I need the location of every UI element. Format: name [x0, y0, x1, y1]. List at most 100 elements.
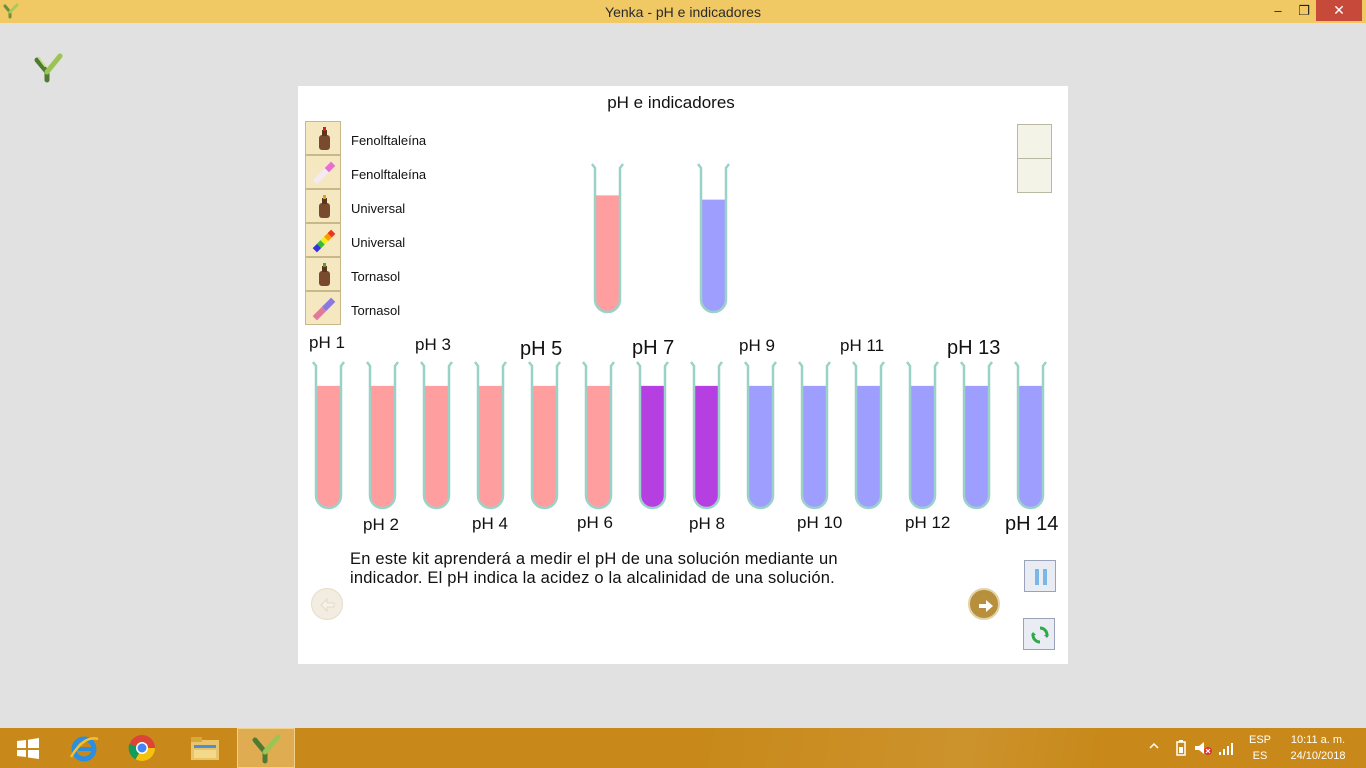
ph-tube-11[interactable] [852, 361, 885, 510]
test-strip-pink-icon [312, 161, 336, 185]
indicator-button-fenolftaleina-dropper[interactable] [305, 121, 341, 155]
ph-tube-6-glass [582, 361, 615, 510]
ph-tube-2[interactable] [366, 361, 399, 510]
ph-tube-7[interactable] [636, 361, 669, 510]
chevron-up-icon [1149, 742, 1159, 749]
ph-tube-1-liquid [316, 385, 341, 508]
ph-tube-5[interactable] [528, 361, 561, 510]
main-panel: pH e indicadores Fenolftaleína Fenolftal… [298, 86, 1068, 664]
ph-tube-5-glass [528, 361, 561, 510]
dropper-bottle-icon [319, 195, 330, 218]
indicator-button-universal-dropper[interactable] [305, 189, 341, 223]
ph-label-13: pH 13 [947, 337, 1001, 359]
refresh-icon [1031, 626, 1049, 644]
ph-label-2: pH 2 [363, 515, 399, 534]
taskbar-chrome[interactable] [114, 728, 172, 768]
ph-label-12: pH 12 [905, 513, 951, 532]
panel-title: pH e indicadores [607, 93, 735, 112]
ph-tube-2-liquid [370, 385, 395, 508]
ph-tube-9[interactable] [744, 361, 777, 510]
yenka-menu-icon[interactable] [33, 52, 63, 84]
ph-tube-14-glass [1014, 361, 1047, 510]
yenka-icon [252, 734, 281, 764]
indicator-button-universal-strip[interactable] [305, 223, 341, 257]
ph-tube-7-liquid [640, 385, 665, 508]
sample-tube-2-glass [697, 163, 730, 314]
ph-tube-12-liquid [910, 385, 935, 508]
indicator-label: Fenolftaleína [351, 167, 427, 182]
clock-time[interactable]: 10:11 a. m. [1290, 734, 1346, 746]
ph-tube-13[interactable] [960, 361, 993, 510]
battery-icon[interactable] [1176, 740, 1186, 768]
ph-label-3: pH 3 [415, 335, 451, 354]
dropper-bottle-icon [319, 127, 330, 150]
network-signal-icon[interactable] [1218, 740, 1236, 768]
test-strip-rainbow-icon [312, 229, 336, 253]
ph-label-4: pH 4 [472, 514, 508, 533]
ph-tube-11-liquid [856, 385, 881, 508]
ph-tube-10[interactable] [798, 361, 831, 510]
ph-label-1: pH 1 [309, 333, 345, 352]
ph-tube-3[interactable] [420, 361, 453, 510]
ph-tube-14-liquid [1018, 385, 1043, 508]
indicator-button-tornasol-strip[interactable] [305, 291, 341, 325]
indicator-button-fenolftaleina-strip[interactable] [305, 155, 341, 189]
next-button[interactable] [968, 588, 1000, 620]
ph-tube-2-glass [366, 361, 399, 510]
pause-button[interactable] [1024, 560, 1056, 592]
ph-tube-13-glass [960, 361, 993, 510]
minimize-button[interactable]: ‒ [1274, 3, 1282, 18]
ph-tube-1[interactable] [312, 361, 345, 510]
ph-label-9: pH 9 [739, 336, 775, 355]
reset-button[interactable] [1023, 618, 1055, 650]
ph-tube-8[interactable] [690, 361, 723, 510]
folder-icon [191, 737, 219, 760]
language-indicator[interactable]: ESP [1248, 734, 1271, 746]
ph-tube-4-liquid [478, 385, 503, 508]
ph-tube-12-glass [906, 361, 939, 510]
ph-tube-6-liquid [586, 385, 611, 508]
ph-tube-4[interactable] [474, 361, 507, 510]
sample-tube-1[interactable] [591, 163, 624, 314]
ph-tube-1-glass [312, 361, 345, 510]
ph-label-8: pH 8 [689, 514, 725, 533]
taskbar: ESP ES 10:11 a. m. 24/10/2018 [0, 728, 1366, 768]
chrome-icon [128, 735, 156, 762]
yenka-logo-icon [3, 3, 19, 19]
ph-label-5: pH 5 [520, 338, 563, 360]
start-button[interactable] [0, 728, 58, 768]
ph-tube-6[interactable] [582, 361, 615, 510]
ph-tube-12[interactable] [906, 361, 939, 510]
volume-muted-icon[interactable] [1194, 740, 1212, 768]
keyboard-layout-indicator[interactable]: ES [1252, 750, 1268, 762]
clock-date[interactable]: 24/10/2018 [1290, 750, 1346, 762]
taskbar-yenka[interactable] [237, 728, 295, 768]
taskbar-internet-explorer[interactable] [55, 728, 113, 768]
ph-tube-10-liquid [802, 385, 827, 508]
arrow-left-icon [320, 597, 335, 613]
pause-icon [1035, 569, 1047, 585]
previous-button[interactable] [311, 588, 343, 620]
internet-explorer-icon [69, 736, 99, 762]
ph-tube-13-liquid [964, 385, 989, 508]
indicator-label: Universal [351, 201, 406, 216]
show-hidden-icons-button[interactable] [1149, 741, 1159, 768]
ph-label-10: pH 10 [797, 513, 843, 532]
test-tubes-area [312, 163, 1047, 510]
ph-tube-10-glass [798, 361, 831, 510]
taskbar-file-explorer[interactable] [176, 728, 234, 768]
ph-tube-14[interactable] [1014, 361, 1047, 510]
ph-tube-9-glass [744, 361, 777, 510]
indicator-label: Fenolftaleína [351, 133, 427, 148]
ph-label-11: pH 11 [840, 336, 885, 355]
indicator-drop-slots[interactable] [1017, 124, 1052, 193]
sample-tube-1-glass [591, 163, 624, 314]
indicator-button-tornasol-dropper[interactable] [305, 257, 341, 291]
sample-tube-2[interactable] [697, 163, 730, 314]
sample-tube-2-liquid [701, 199, 726, 312]
indicator-label: Tornasol [351, 303, 401, 318]
ph-label-7: pH 7 [632, 337, 675, 359]
maximize-button[interactable]: ❐ [1298, 2, 1310, 18]
ph-tube-4-glass [474, 361, 507, 510]
close-button[interactable]: ✕ [1316, 0, 1362, 21]
